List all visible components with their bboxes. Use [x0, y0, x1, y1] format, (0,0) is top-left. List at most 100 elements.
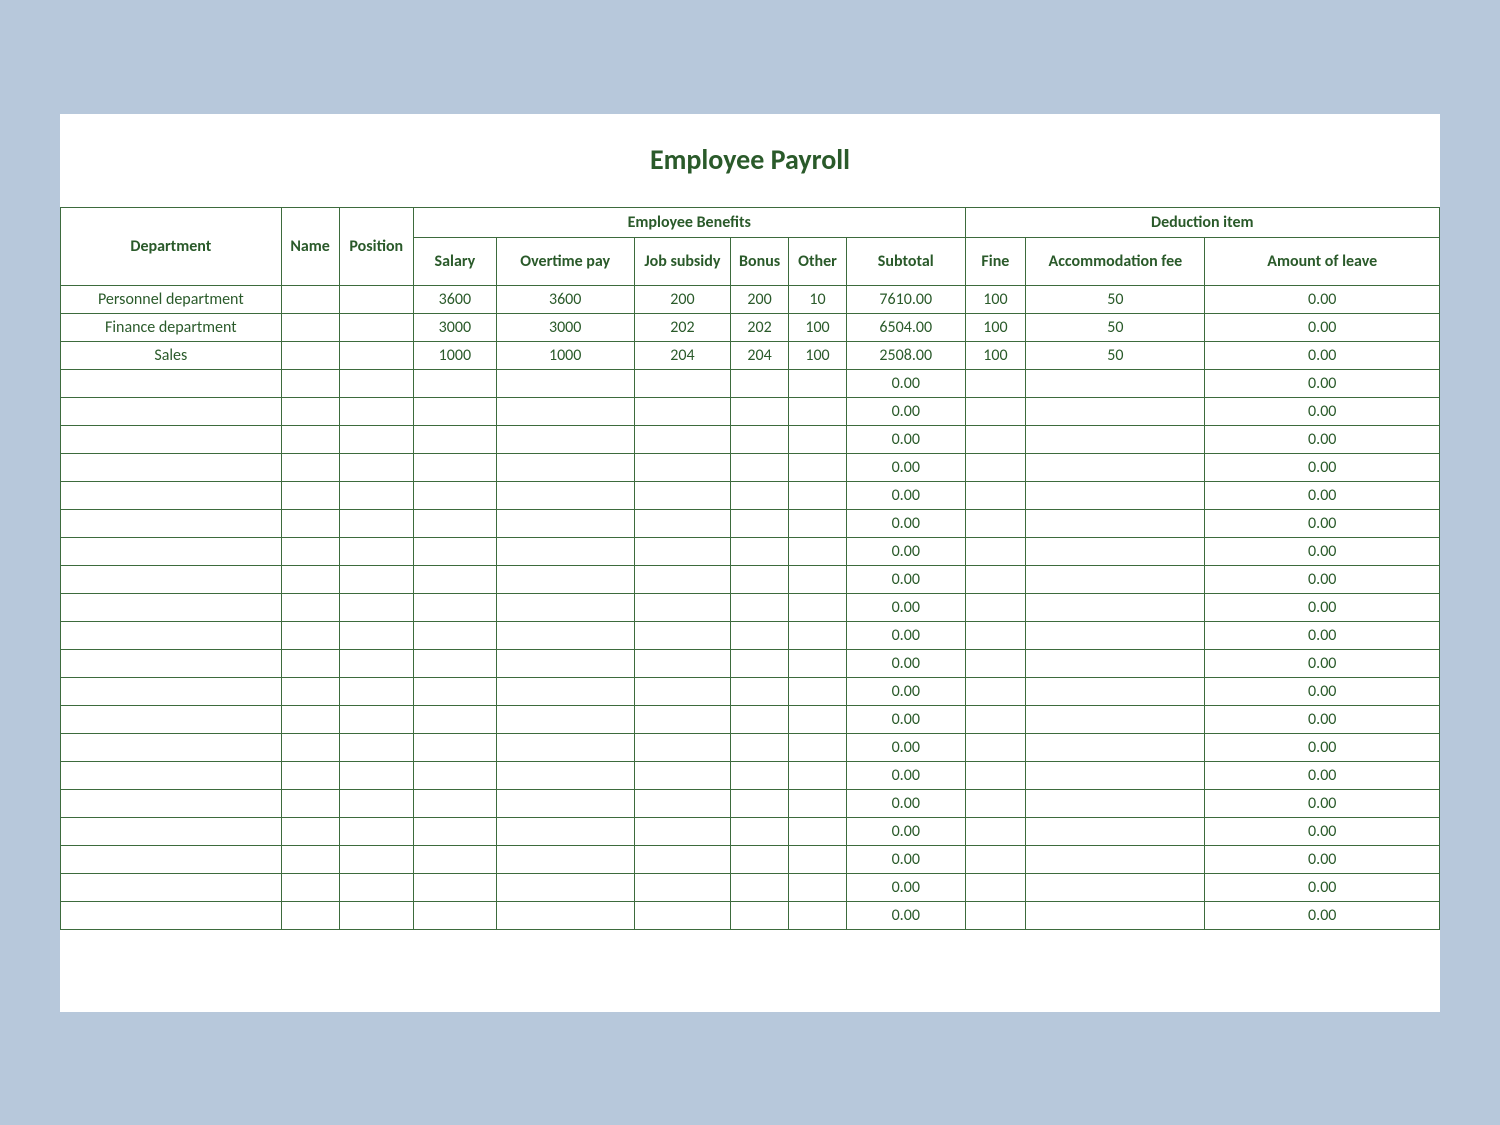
cell-position	[339, 677, 413, 705]
cell-fine: 100	[965, 341, 1026, 369]
cell-amount_leave: 0.00	[1205, 901, 1440, 929]
col-position: Position	[339, 207, 413, 285]
cell-accommodation	[1026, 677, 1205, 705]
cell-salary	[414, 593, 497, 621]
cell-job_subsidy	[634, 705, 731, 733]
cell-position	[339, 397, 413, 425]
cell-other	[789, 761, 847, 789]
cell-accommodation	[1026, 901, 1205, 929]
cell-position	[339, 649, 413, 677]
cell-other: 10	[789, 285, 847, 313]
cell-fine	[965, 397, 1026, 425]
cell-subtotal: 0.00	[846, 453, 965, 481]
cell-fine	[965, 565, 1026, 593]
cell-department	[61, 397, 282, 425]
table-row: 0.000.00	[61, 873, 1440, 901]
cell-accommodation	[1026, 509, 1205, 537]
cell-department	[61, 453, 282, 481]
cell-other	[789, 677, 847, 705]
cell-fine	[965, 901, 1026, 929]
cell-job_subsidy	[634, 733, 731, 761]
table-row: 0.000.00	[61, 705, 1440, 733]
cell-fine	[965, 537, 1026, 565]
cell-amount_leave: 0.00	[1205, 453, 1440, 481]
cell-name	[281, 509, 339, 537]
cell-accommodation	[1026, 481, 1205, 509]
table-row: 0.000.00	[61, 761, 1440, 789]
table-row: 0.000.00	[61, 565, 1440, 593]
page-title: Employee Payroll	[60, 114, 1440, 207]
cell-salary: 3000	[414, 313, 497, 341]
cell-name	[281, 425, 339, 453]
cell-other	[789, 873, 847, 901]
cell-other	[789, 565, 847, 593]
cell-overtime	[496, 649, 634, 677]
cell-amount_leave: 0.00	[1205, 369, 1440, 397]
cell-other	[789, 789, 847, 817]
cell-other	[789, 621, 847, 649]
cell-salary	[414, 817, 497, 845]
cell-overtime	[496, 369, 634, 397]
table-row: 0.000.00	[61, 537, 1440, 565]
cell-department	[61, 649, 282, 677]
cell-position	[339, 593, 413, 621]
cell-salary	[414, 677, 497, 705]
cell-subtotal: 0.00	[846, 845, 965, 873]
col-overtime: Overtime pay	[496, 237, 634, 285]
cell-subtotal: 0.00	[846, 873, 965, 901]
cell-job_subsidy	[634, 453, 731, 481]
cell-fine	[965, 761, 1026, 789]
cell-job_subsidy	[634, 397, 731, 425]
table-row: Finance department300030002022021006504.…	[61, 313, 1440, 341]
cell-name	[281, 341, 339, 369]
cell-department	[61, 733, 282, 761]
cell-fine	[965, 621, 1026, 649]
cell-salary: 1000	[414, 341, 497, 369]
cell-position	[339, 369, 413, 397]
cell-job_subsidy	[634, 593, 731, 621]
col-group-benefits: Employee Benefits	[414, 207, 966, 237]
cell-department	[61, 369, 282, 397]
cell-department	[61, 761, 282, 789]
cell-job_subsidy: 202	[634, 313, 731, 341]
cell-bonus: 204	[731, 341, 789, 369]
cell-name	[281, 369, 339, 397]
cell-salary	[414, 649, 497, 677]
cell-department	[61, 845, 282, 873]
cell-subtotal: 0.00	[846, 509, 965, 537]
cell-amount_leave: 0.00	[1205, 425, 1440, 453]
cell-salary	[414, 453, 497, 481]
table-head: Department Name Position Employee Benefi…	[61, 207, 1440, 285]
cell-salary	[414, 397, 497, 425]
cell-other	[789, 481, 847, 509]
cell-bonus	[731, 425, 789, 453]
cell-subtotal: 0.00	[846, 621, 965, 649]
cell-bonus	[731, 481, 789, 509]
cell-position	[339, 313, 413, 341]
cell-position	[339, 453, 413, 481]
cell-overtime: 1000	[496, 341, 634, 369]
table-row: 0.000.00	[61, 845, 1440, 873]
page-background: Employee Payroll Department Name Positio…	[0, 0, 1500, 1125]
cell-other	[789, 901, 847, 929]
cell-overtime	[496, 621, 634, 649]
cell-overtime	[496, 789, 634, 817]
cell-position	[339, 817, 413, 845]
col-amount-leave: Amount of leave	[1205, 237, 1440, 285]
cell-other: 100	[789, 341, 847, 369]
cell-name	[281, 705, 339, 733]
cell-amount_leave: 0.00	[1205, 761, 1440, 789]
cell-amount_leave: 0.00	[1205, 341, 1440, 369]
cell-fine	[965, 817, 1026, 845]
cell-other	[789, 537, 847, 565]
cell-subtotal: 0.00	[846, 481, 965, 509]
cell-accommodation	[1026, 537, 1205, 565]
cell-bonus	[731, 509, 789, 537]
cell-subtotal: 6504.00	[846, 313, 965, 341]
table-row: 0.000.00	[61, 481, 1440, 509]
table-row: 0.000.00	[61, 733, 1440, 761]
cell-other: 100	[789, 313, 847, 341]
cell-department	[61, 425, 282, 453]
cell-bonus	[731, 733, 789, 761]
cell-job_subsidy	[634, 789, 731, 817]
